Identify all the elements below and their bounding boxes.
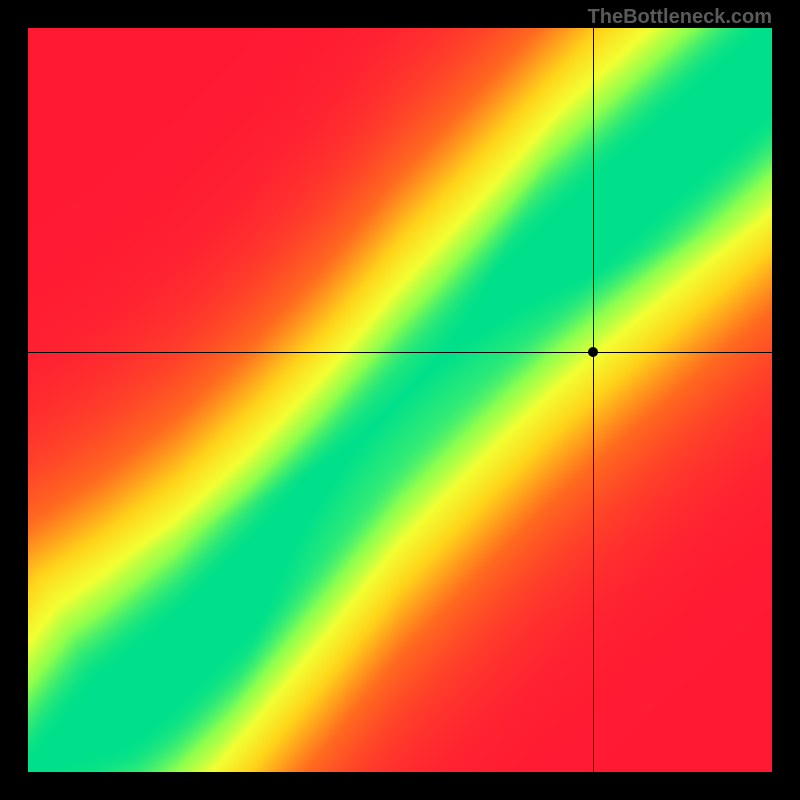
crosshair-marker <box>588 347 598 357</box>
crosshair-horizontal <box>28 352 772 353</box>
crosshair-vertical <box>593 28 594 772</box>
heatmap-canvas <box>28 28 772 772</box>
watermark-text: TheBottleneck.com <box>588 6 772 29</box>
plot-area <box>28 28 772 772</box>
